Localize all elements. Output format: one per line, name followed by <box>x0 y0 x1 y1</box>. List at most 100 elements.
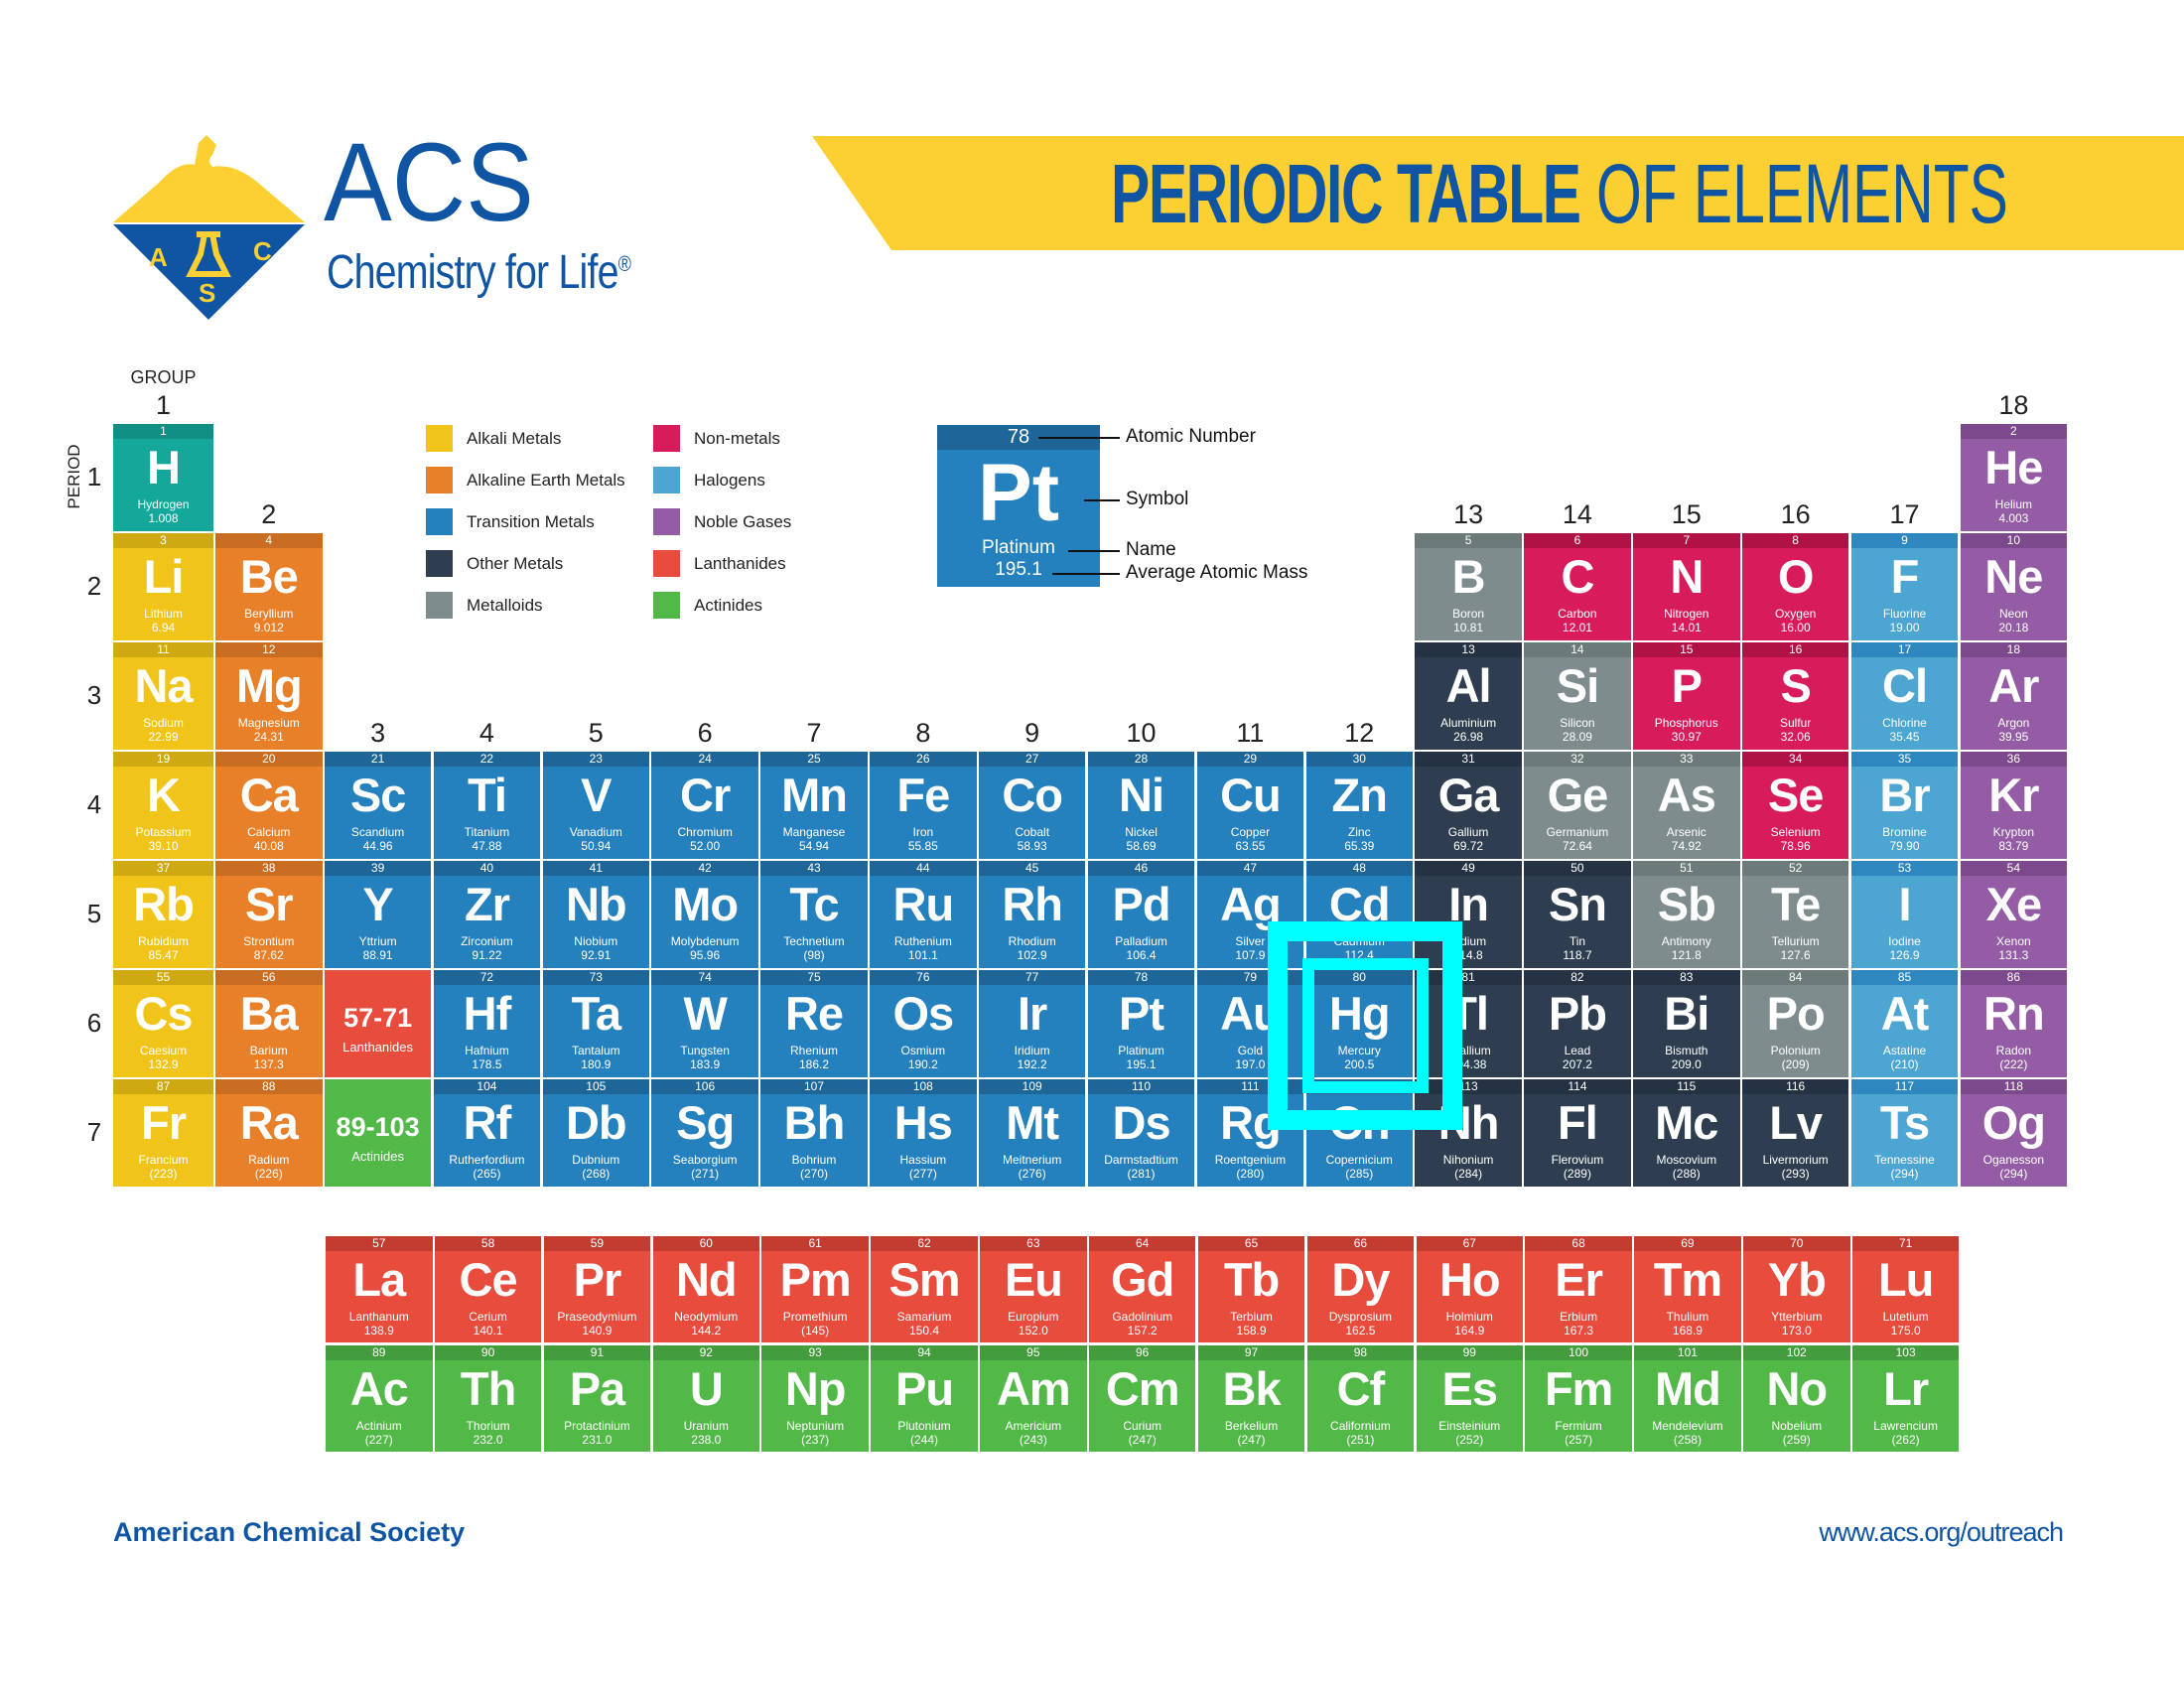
element-cell-Ti[interactable]: 22 Ti Titanium 47.88 <box>433 752 541 859</box>
element-cell-F[interactable]: 9 F Fluorine 19.00 <box>1850 533 1959 640</box>
element-cell-Na[interactable]: 11 Na Sodium 22.99 <box>113 642 213 750</box>
element-cell-Zr[interactable]: 40 Zr Zirconium 91.22 <box>433 861 541 968</box>
element-cell-Md[interactable]: 101 Md Mendelevium (258) <box>1634 1345 1741 1452</box>
element-cell-Ts[interactable]: 117 Ts Tennessine (294) <box>1850 1079 1959 1187</box>
element-cell-Ag[interactable]: 47 Ag Silver 107.9 <box>1196 861 1304 968</box>
element-cell-Pt[interactable]: 78 Pt Platinum 195.1 <box>1087 970 1195 1077</box>
element-cell-Ca[interactable]: 20 Ca Calcium 40.08 <box>215 752 323 859</box>
element-cell-No[interactable]: 102 No Nobelium (259) <box>1743 1345 1850 1452</box>
element-cell-Db[interactable]: 105 Db Dubnium (268) <box>542 1079 650 1187</box>
element-cell-Ho[interactable]: 67 Ho Holmium 164.9 <box>1416 1236 1523 1342</box>
element-cell-Pb[interactable]: 82 Pb Lead 207.2 <box>1524 970 1631 1077</box>
element-cell-Ru[interactable]: 44 Ru Ruthenium 101.1 <box>870 861 977 968</box>
element-cell-Cl[interactable]: 17 Cl Chlorine 35.45 <box>1850 642 1959 750</box>
element-cell-Fe[interactable]: 26 Fe Iron 55.85 <box>870 752 977 859</box>
element-cell-Cu[interactable]: 29 Cu Copper 63.55 <box>1196 752 1304 859</box>
element-cell-Br[interactable]: 35 Br Bromine 79.90 <box>1850 752 1959 859</box>
element-cell-Kr[interactable]: 36 Kr Krypton 83.79 <box>1960 752 2068 859</box>
element-cell-Pr[interactable]: 59 Pr Praseodymium 140.9 <box>543 1236 651 1342</box>
footer-url[interactable]: www.acs.org/outreach <box>1819 1517 2064 1547</box>
element-cell-Np[interactable]: 93 Np Neptunium (237) <box>761 1345 869 1452</box>
element-cell-Mt[interactable]: 109 Mt Meitnerium (276) <box>978 1079 1086 1187</box>
element-cell-P[interactable]: 15 P Phosphorus 30.97 <box>1633 642 1740 750</box>
element-cell-Po[interactable]: 84 Po Polonium (209) <box>1741 970 1849 1077</box>
element-cell-Er[interactable]: 68 Er Erbium 167.3 <box>1525 1236 1632 1342</box>
element-cell-Sn[interactable]: 50 Sn Tin 118.7 <box>1524 861 1631 968</box>
element-cell-Se[interactable]: 34 Se Selenium 78.96 <box>1741 752 1849 859</box>
element-cell-Y[interactable]: 39 Y Yttrium 88.91 <box>324 861 432 968</box>
element-cell-Ir[interactable]: 77 Ir Iridium 192.2 <box>978 970 1086 1077</box>
element-cell-Ta[interactable]: 73 Ta Tantalum 180.9 <box>542 970 650 1077</box>
element-cell-Lu[interactable]: 71 Lu Lutetium 175.0 <box>1851 1236 1960 1342</box>
element-cell-Ne[interactable]: 10 Ne Neon 20.18 <box>1960 533 2068 640</box>
element-cell-Pa[interactable]: 91 Pa Protactinium 231.0 <box>543 1345 651 1452</box>
element-cell-Mc[interactable]: 115 Mc Moscovium (288) <box>1633 1079 1740 1187</box>
element-cell-K[interactable]: 19 K Potassium 39.10 <box>113 752 213 859</box>
element-cell-Bh[interactable]: 107 Bh Bohrium (270) <box>760 1079 868 1187</box>
element-cell-Pu[interactable]: 94 Pu Plutonium (244) <box>871 1345 978 1452</box>
element-cell-As[interactable]: 33 As Arsenic 74.92 <box>1633 752 1740 859</box>
element-cell-Bi[interactable]: 83 Bi Bismuth 209.0 <box>1633 970 1740 1077</box>
element-cell-Tc[interactable]: 43 Tc Technetium (98) <box>760 861 868 968</box>
element-cell-I[interactable]: 53 I Iodine 126.9 <box>1850 861 1959 968</box>
element-cell-N[interactable]: 7 N Nitrogen 14.01 <box>1633 533 1740 640</box>
element-cell-Rb[interactable]: 37 Rb Rubidium 85.47 <box>113 861 213 968</box>
element-cell-Ds[interactable]: 110 Ds Darmstadtium (281) <box>1087 1079 1195 1187</box>
element-cell-Ra[interactable]: 88 Ra Radium (226) <box>215 1079 323 1187</box>
element-cell-Gd[interactable]: 64 Gd Gadolinium 157.2 <box>1088 1236 1196 1342</box>
element-cell-Ga[interactable]: 31 Ga Gallium 69.72 <box>1415 752 1522 859</box>
element-cell-Nh[interactable]: 113 Nh Nihonium (284) <box>1415 1079 1522 1187</box>
element-cell-Og[interactable]: 118 Og Oganesson (294) <box>1960 1079 2068 1187</box>
element-cell-Lv[interactable]: 116 Lv Livermorium (293) <box>1741 1079 1849 1187</box>
element-cell-Hg[interactable]: 80 Hg Mercury 200.5 <box>1305 970 1413 1077</box>
element-cell-Eu[interactable]: 63 Eu Europium 152.0 <box>980 1236 1087 1342</box>
element-cell-Cr[interactable]: 24 Cr Chromium 52.00 <box>651 752 758 859</box>
placeholder-lanthanides[interactable]: 57-71 Lanthanides <box>324 970 432 1077</box>
element-cell-H[interactable]: 1 H Hydrogen 1.008 <box>113 424 213 531</box>
element-cell-Bk[interactable]: 97 Bk Berkelium (247) <box>1197 1345 1305 1452</box>
element-cell-Si[interactable]: 14 Si Silicon 28.09 <box>1524 642 1631 750</box>
element-cell-U[interactable]: 92 U Uranium 238.0 <box>652 1345 760 1452</box>
element-cell-Pm[interactable]: 61 Pm Promethium (145) <box>761 1236 869 1342</box>
element-cell-Tb[interactable]: 65 Tb Terbium 158.9 <box>1197 1236 1305 1342</box>
element-cell-Hf[interactable]: 72 Hf Hafnium 178.5 <box>433 970 541 1077</box>
element-cell-Th[interactable]: 90 Th Thorium 232.0 <box>434 1345 542 1452</box>
element-cell-Cf[interactable]: 98 Cf Californium (251) <box>1306 1345 1415 1452</box>
element-cell-Zn[interactable]: 30 Zn Zinc 65.39 <box>1305 752 1413 859</box>
element-cell-V[interactable]: 23 V Vanadium 50.94 <box>542 752 650 859</box>
element-cell-Yb[interactable]: 70 Yb Ytterbium 173.0 <box>1743 1236 1850 1342</box>
placeholder-actinides[interactable]: 89-103 Actinides <box>324 1079 432 1187</box>
element-cell-Sr[interactable]: 38 Sr Strontium 87.62 <box>215 861 323 968</box>
element-cell-Rh[interactable]: 45 Rh Rhodium 102.9 <box>978 861 1086 968</box>
element-cell-Be[interactable]: 4 Be Beryllium 9.012 <box>215 533 323 640</box>
element-cell-Hs[interactable]: 108 Hs Hassium (277) <box>870 1079 977 1187</box>
element-cell-Ac[interactable]: 89 Ac Actinium (227) <box>326 1345 433 1452</box>
element-cell-Fl[interactable]: 114 Fl Flerovium (289) <box>1524 1079 1631 1187</box>
element-cell-B[interactable]: 5 B Boron 10.81 <box>1415 533 1522 640</box>
element-cell-Co[interactable]: 27 Co Cobalt 58.93 <box>978 752 1086 859</box>
element-cell-He[interactable]: 2 He Helium 4.003 <box>1960 424 2068 531</box>
element-cell-Xe[interactable]: 54 Xe Xenon 131.3 <box>1960 861 2068 968</box>
element-cell-Pd[interactable]: 46 Pd Palladium 106.4 <box>1087 861 1195 968</box>
element-cell-S[interactable]: 16 S Sulfur 32.06 <box>1741 642 1849 750</box>
element-cell-Rf[interactable]: 104 Rf Rutherfordium (265) <box>433 1079 541 1187</box>
element-cell-Sb[interactable]: 51 Sb Antimony 121.8 <box>1633 861 1740 968</box>
element-cell-Mn[interactable]: 25 Mn Manganese 54.94 <box>760 752 868 859</box>
element-cell-Mo[interactable]: 42 Mo Molybdenum 95.96 <box>651 861 758 968</box>
element-cell-W[interactable]: 74 W Tungsten 183.9 <box>651 970 758 1077</box>
element-cell-Ar[interactable]: 18 Ar Argon 39.95 <box>1960 642 2068 750</box>
element-cell-At[interactable]: 85 At Astatine (210) <box>1850 970 1959 1077</box>
element-cell-C[interactable]: 6 C Carbon 12.01 <box>1524 533 1631 640</box>
element-cell-Te[interactable]: 52 Te Tellurium 127.6 <box>1741 861 1849 968</box>
element-cell-Sc[interactable]: 21 Sc Scandium 44.96 <box>324 752 432 859</box>
element-cell-Al[interactable]: 13 Al Aluminium 26.98 <box>1415 642 1522 750</box>
element-cell-Fm[interactable]: 100 Fm Fermium (257) <box>1525 1345 1632 1452</box>
element-cell-Nd[interactable]: 60 Nd Neodymium 144.2 <box>652 1236 760 1342</box>
element-cell-Sg[interactable]: 106 Sg Seaborgium (271) <box>651 1079 758 1187</box>
element-cell-Nb[interactable]: 41 Nb Niobium 92.91 <box>542 861 650 968</box>
element-cell-La[interactable]: 57 La Lanthanum 138.9 <box>326 1236 433 1342</box>
element-cell-Sm[interactable]: 62 Sm Samarium 150.4 <box>871 1236 978 1342</box>
element-cell-Re[interactable]: 75 Re Rhenium 186.2 <box>760 970 868 1077</box>
element-cell-Tm[interactable]: 69 Tm Thulium 168.9 <box>1634 1236 1741 1342</box>
element-cell-Cm[interactable]: 96 Cm Curium (247) <box>1088 1345 1196 1452</box>
